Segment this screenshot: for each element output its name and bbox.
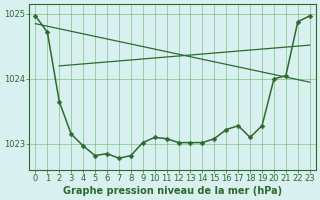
X-axis label: Graphe pression niveau de la mer (hPa): Graphe pression niveau de la mer (hPa): [63, 186, 282, 196]
